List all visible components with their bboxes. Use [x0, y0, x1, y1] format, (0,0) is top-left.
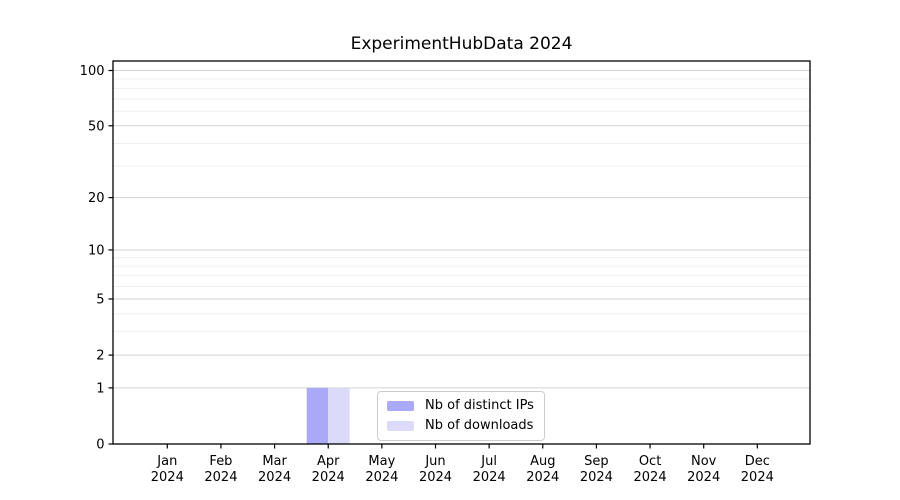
x-tick-label-year: 2024: [741, 470, 774, 485]
legend-label-distinct-ips: Nb of distinct IPs: [425, 398, 534, 413]
x-tick-label-month: Dec: [745, 454, 770, 469]
y-tick-label: 0: [96, 438, 104, 453]
x-tick-label-month: Aug: [530, 454, 555, 469]
plot-frame: [112, 60, 811, 445]
bar-distinct-ips-apr: [306, 387, 329, 444]
y-tick-label: 10: [88, 243, 105, 258]
x-tick-label-year: 2024: [151, 470, 184, 485]
x-tick-label-year: 2024: [419, 470, 452, 485]
bar-downloads-apr: [328, 387, 350, 444]
x-tick-label-month: Oct: [639, 454, 661, 469]
x-tick-label-month: Mar: [262, 454, 287, 469]
y-tick-label: 20: [88, 191, 105, 206]
x-tick-label-month: Jan: [156, 454, 177, 469]
legend-item-downloads: Nb of downloads: [387, 418, 534, 433]
x-tick-label-year: 2024: [312, 470, 345, 485]
x-tick-label-year: 2024: [258, 470, 291, 485]
y-tick-label: 100: [80, 64, 105, 79]
x-tick-label-month: Sep: [584, 454, 609, 469]
legend-item-distinct-ips: Nb of distinct IPs: [387, 398, 534, 413]
y-tick-label: 1: [96, 381, 104, 396]
legend-swatch-downloads: [387, 420, 414, 431]
x-tick-label-month: Jun: [424, 454, 445, 469]
chart-title: ExperimentHubData 2024: [350, 34, 573, 54]
x-tick-label-year: 2024: [365, 470, 398, 485]
y-tick-label: 50: [88, 119, 105, 134]
legend-swatch-distinct-ips: [387, 400, 414, 411]
legend: Nb of distinct IPs Nb of downloads: [377, 391, 545, 441]
legend-label-downloads: Nb of downloads: [425, 418, 534, 433]
y-tick-label: 5: [96, 292, 104, 307]
x-tick-label-month: May: [368, 454, 395, 469]
x-tick-label-year: 2024: [526, 470, 559, 485]
x-tick-label-month: Nov: [691, 454, 717, 469]
x-tick-label-month: Apr: [317, 454, 340, 469]
x-tick-label-year: 2024: [580, 470, 613, 485]
x-tick-label-year: 2024: [204, 470, 237, 485]
x-tick-label-month: Jul: [480, 454, 497, 469]
x-tick-label-year: 2024: [473, 470, 506, 485]
x-tick-label-year: 2024: [634, 470, 667, 485]
x-tick-label-year: 2024: [687, 470, 720, 485]
x-tick-label-month: Feb: [209, 454, 232, 469]
y-tick-label: 2: [96, 349, 104, 364]
